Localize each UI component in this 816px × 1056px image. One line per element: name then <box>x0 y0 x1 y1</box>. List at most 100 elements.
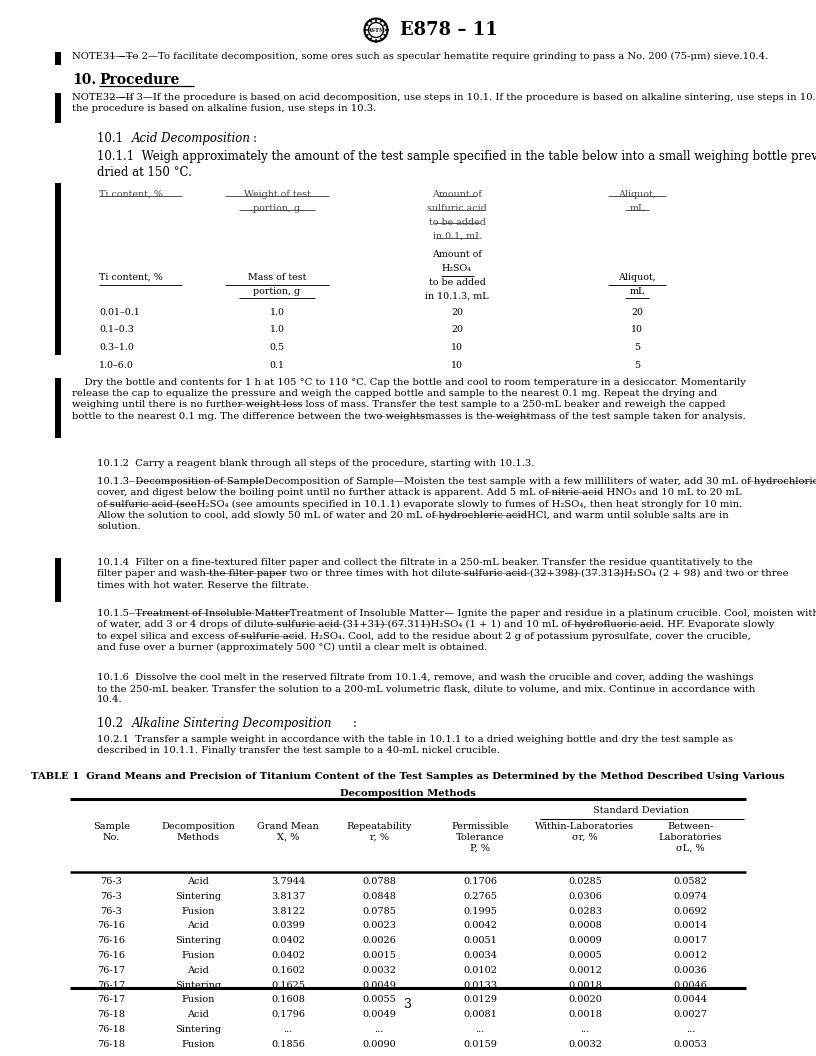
Text: 0.0049: 0.0049 <box>362 1011 396 1019</box>
Text: 10.2.1  Transfer a sample weight in accordance with the table in 10.1.1 to a dri: 10.2.1 Transfer a sample weight in accor… <box>97 735 733 755</box>
Text: mL: mL <box>629 204 645 213</box>
Text: Procedure: Procedure <box>99 73 180 87</box>
Text: 0.0283: 0.0283 <box>568 907 602 916</box>
Text: Sample
No.: Sample No. <box>93 822 130 842</box>
Text: 0.0020: 0.0020 <box>568 996 602 1004</box>
Text: Acid Decomposition: Acid Decomposition <box>132 132 251 145</box>
Text: Fusion: Fusion <box>181 996 215 1004</box>
Text: 0.0306: 0.0306 <box>568 892 602 901</box>
Text: Acid: Acid <box>187 966 209 975</box>
Text: 0.0848: 0.0848 <box>362 892 396 901</box>
Text: 5: 5 <box>634 343 640 352</box>
Text: Standard Deviation: Standard Deviation <box>592 806 689 815</box>
Text: 0.0102: 0.0102 <box>463 966 497 975</box>
Text: TABLE 1  Grand Means and Precision of Titanium Content of the Test Samples as De: TABLE 1 Grand Means and Precision of Tit… <box>31 772 785 781</box>
Text: 0.0012: 0.0012 <box>673 951 707 960</box>
Text: portion, g: portion, g <box>254 287 300 296</box>
Bar <box>55 52 60 65</box>
Text: 76-16: 76-16 <box>97 951 126 960</box>
Text: E878 – 11: E878 – 11 <box>400 21 498 39</box>
Text: 0.0692: 0.0692 <box>673 907 707 916</box>
Text: 0.0036: 0.0036 <box>673 966 707 975</box>
Text: 76-17: 76-17 <box>97 996 126 1004</box>
Text: ...: ... <box>685 1025 695 1034</box>
Text: 76-17: 76-17 <box>97 981 126 989</box>
Text: 76-3: 76-3 <box>100 892 122 901</box>
Text: 76-17: 76-17 <box>97 966 126 975</box>
Text: 0.0785: 0.0785 <box>362 907 396 916</box>
Text: 0.0046: 0.0046 <box>673 981 707 989</box>
Text: 0.0049: 0.0049 <box>362 981 396 989</box>
Text: 0.0008: 0.0008 <box>568 922 602 930</box>
Text: Acid: Acid <box>187 876 209 886</box>
Text: 0.0015: 0.0015 <box>362 951 396 960</box>
Bar <box>55 183 60 355</box>
Text: Decomposition Methods: Decomposition Methods <box>340 789 476 797</box>
Text: 0.0159: 0.0159 <box>463 1040 497 1049</box>
Text: 10.1.5  ̶T̶r̶e̶a̶t̶m̶e̶n̶t̶ ̶o̶f̶ ̶I̶n̶s̶o̶l̶u̶b̶l̶e̶ ̶M̶a̶t̶t̶e̶r̶Treatment of : 10.1.5 ̶T̶r̶e̶a̶t̶m̶e̶n̶t̶ ̶o̶f̶ ̶I̶n̶s̶… <box>97 609 816 652</box>
Text: 1.0: 1.0 <box>269 325 285 335</box>
Text: 10.1.2  Carry a reagent blank through all steps of the procedure, starting with : 10.1.2 Carry a reagent blank through all… <box>97 459 534 468</box>
Text: 0.1796: 0.1796 <box>271 1011 305 1019</box>
Text: ...: ... <box>283 1025 293 1034</box>
Text: 0.0044: 0.0044 <box>673 996 707 1004</box>
Text: NOTE32̶—̶I̶f̶ 3—If the procedure is based on acid decomposition, use steps in 10: NOTE32̶—̶I̶f̶ 3—If the procedure is base… <box>72 93 816 113</box>
Text: 76-18: 76-18 <box>97 1040 126 1049</box>
Text: Mass of test: Mass of test <box>248 274 306 282</box>
Text: portion, g: portion, g <box>254 204 300 213</box>
Text: 76-3: 76-3 <box>100 907 122 916</box>
Text: Permissible
Tolerance
P, %: Permissible Tolerance P, % <box>451 822 508 852</box>
Text: mL: mL <box>629 287 645 296</box>
Text: 0.0402: 0.0402 <box>271 937 305 945</box>
Text: 0.01–0.1: 0.01–0.1 <box>99 308 140 317</box>
Text: in 0.1, mL: in 0.1, mL <box>432 232 481 241</box>
Text: 10: 10 <box>631 325 643 335</box>
Text: 0.1625: 0.1625 <box>271 981 305 989</box>
Text: 3.7944: 3.7944 <box>271 876 305 886</box>
Text: 10.1.6  Dissolve the cool melt in the reserved filtrate from 10.1.4, remove, and: 10.1.6 Dissolve the cool melt in the res… <box>97 673 756 704</box>
Text: Between-
Laboratories
σL, %: Between- Laboratories σL, % <box>659 822 722 852</box>
Text: Weight of test: Weight of test <box>243 190 310 199</box>
Text: 0.0018: 0.0018 <box>568 1011 602 1019</box>
Text: 0.0402: 0.0402 <box>271 951 305 960</box>
Text: 0.0005: 0.0005 <box>568 951 602 960</box>
Text: H₂SO₄: H₂SO₄ <box>442 264 472 274</box>
Text: 0.0042: 0.0042 <box>463 922 497 930</box>
Text: Acid: Acid <box>187 922 209 930</box>
Text: 76-18: 76-18 <box>97 1011 126 1019</box>
Text: 0.0129: 0.0129 <box>463 996 497 1004</box>
Text: 0.0032: 0.0032 <box>362 966 396 975</box>
Text: 0.0055: 0.0055 <box>362 996 396 1004</box>
Text: 0.0582: 0.0582 <box>673 876 707 886</box>
Bar <box>55 558 60 602</box>
Text: Aliquot,: Aliquot, <box>619 274 656 282</box>
Text: Fusion: Fusion <box>181 1040 215 1049</box>
Bar <box>55 378 60 438</box>
Text: 0.0023: 0.0023 <box>362 922 396 930</box>
Text: ...: ... <box>375 1025 384 1034</box>
Text: 3: 3 <box>404 998 412 1011</box>
Text: Sintering: Sintering <box>175 937 221 945</box>
Text: in 10.1.3, mL: in 10.1.3, mL <box>425 293 489 301</box>
Text: 1.0–6.0: 1.0–6.0 <box>99 360 134 370</box>
Text: NOTE31̶—̶T̶o̶ 2—To facilitate decomposition, some ores such as specular hematite: NOTE31̶—̶T̶o̶ 2—To facilitate decomposit… <box>72 52 768 61</box>
Text: Decomposition
Methods: Decomposition Methods <box>161 822 235 842</box>
Text: 5: 5 <box>634 360 640 370</box>
Text: :: : <box>253 132 257 145</box>
Text: 0.1602: 0.1602 <box>271 966 305 975</box>
Text: 10: 10 <box>451 343 463 352</box>
Text: 0.0012: 0.0012 <box>568 966 602 975</box>
Text: 0.0090: 0.0090 <box>362 1040 396 1049</box>
Text: 10.2: 10.2 <box>97 717 131 730</box>
Text: 10.1.1  Weigh approximately the amount of the test sample specified in the table: 10.1.1 Weigh approximately the amount of… <box>97 150 816 180</box>
Text: 76-3: 76-3 <box>100 876 122 886</box>
Text: 0.0014: 0.0014 <box>673 922 707 930</box>
Text: to be added: to be added <box>428 278 486 287</box>
Text: 0.0034: 0.0034 <box>463 951 497 960</box>
Text: Repeatability
r, %: Repeatability r, % <box>346 822 412 842</box>
Text: sulfuric acid: sulfuric acid <box>427 204 487 213</box>
Text: 10.1: 10.1 <box>97 132 131 145</box>
Text: 0.5: 0.5 <box>269 343 285 352</box>
Text: 3.8122: 3.8122 <box>271 907 305 916</box>
Text: 3.8137: 3.8137 <box>271 892 305 901</box>
